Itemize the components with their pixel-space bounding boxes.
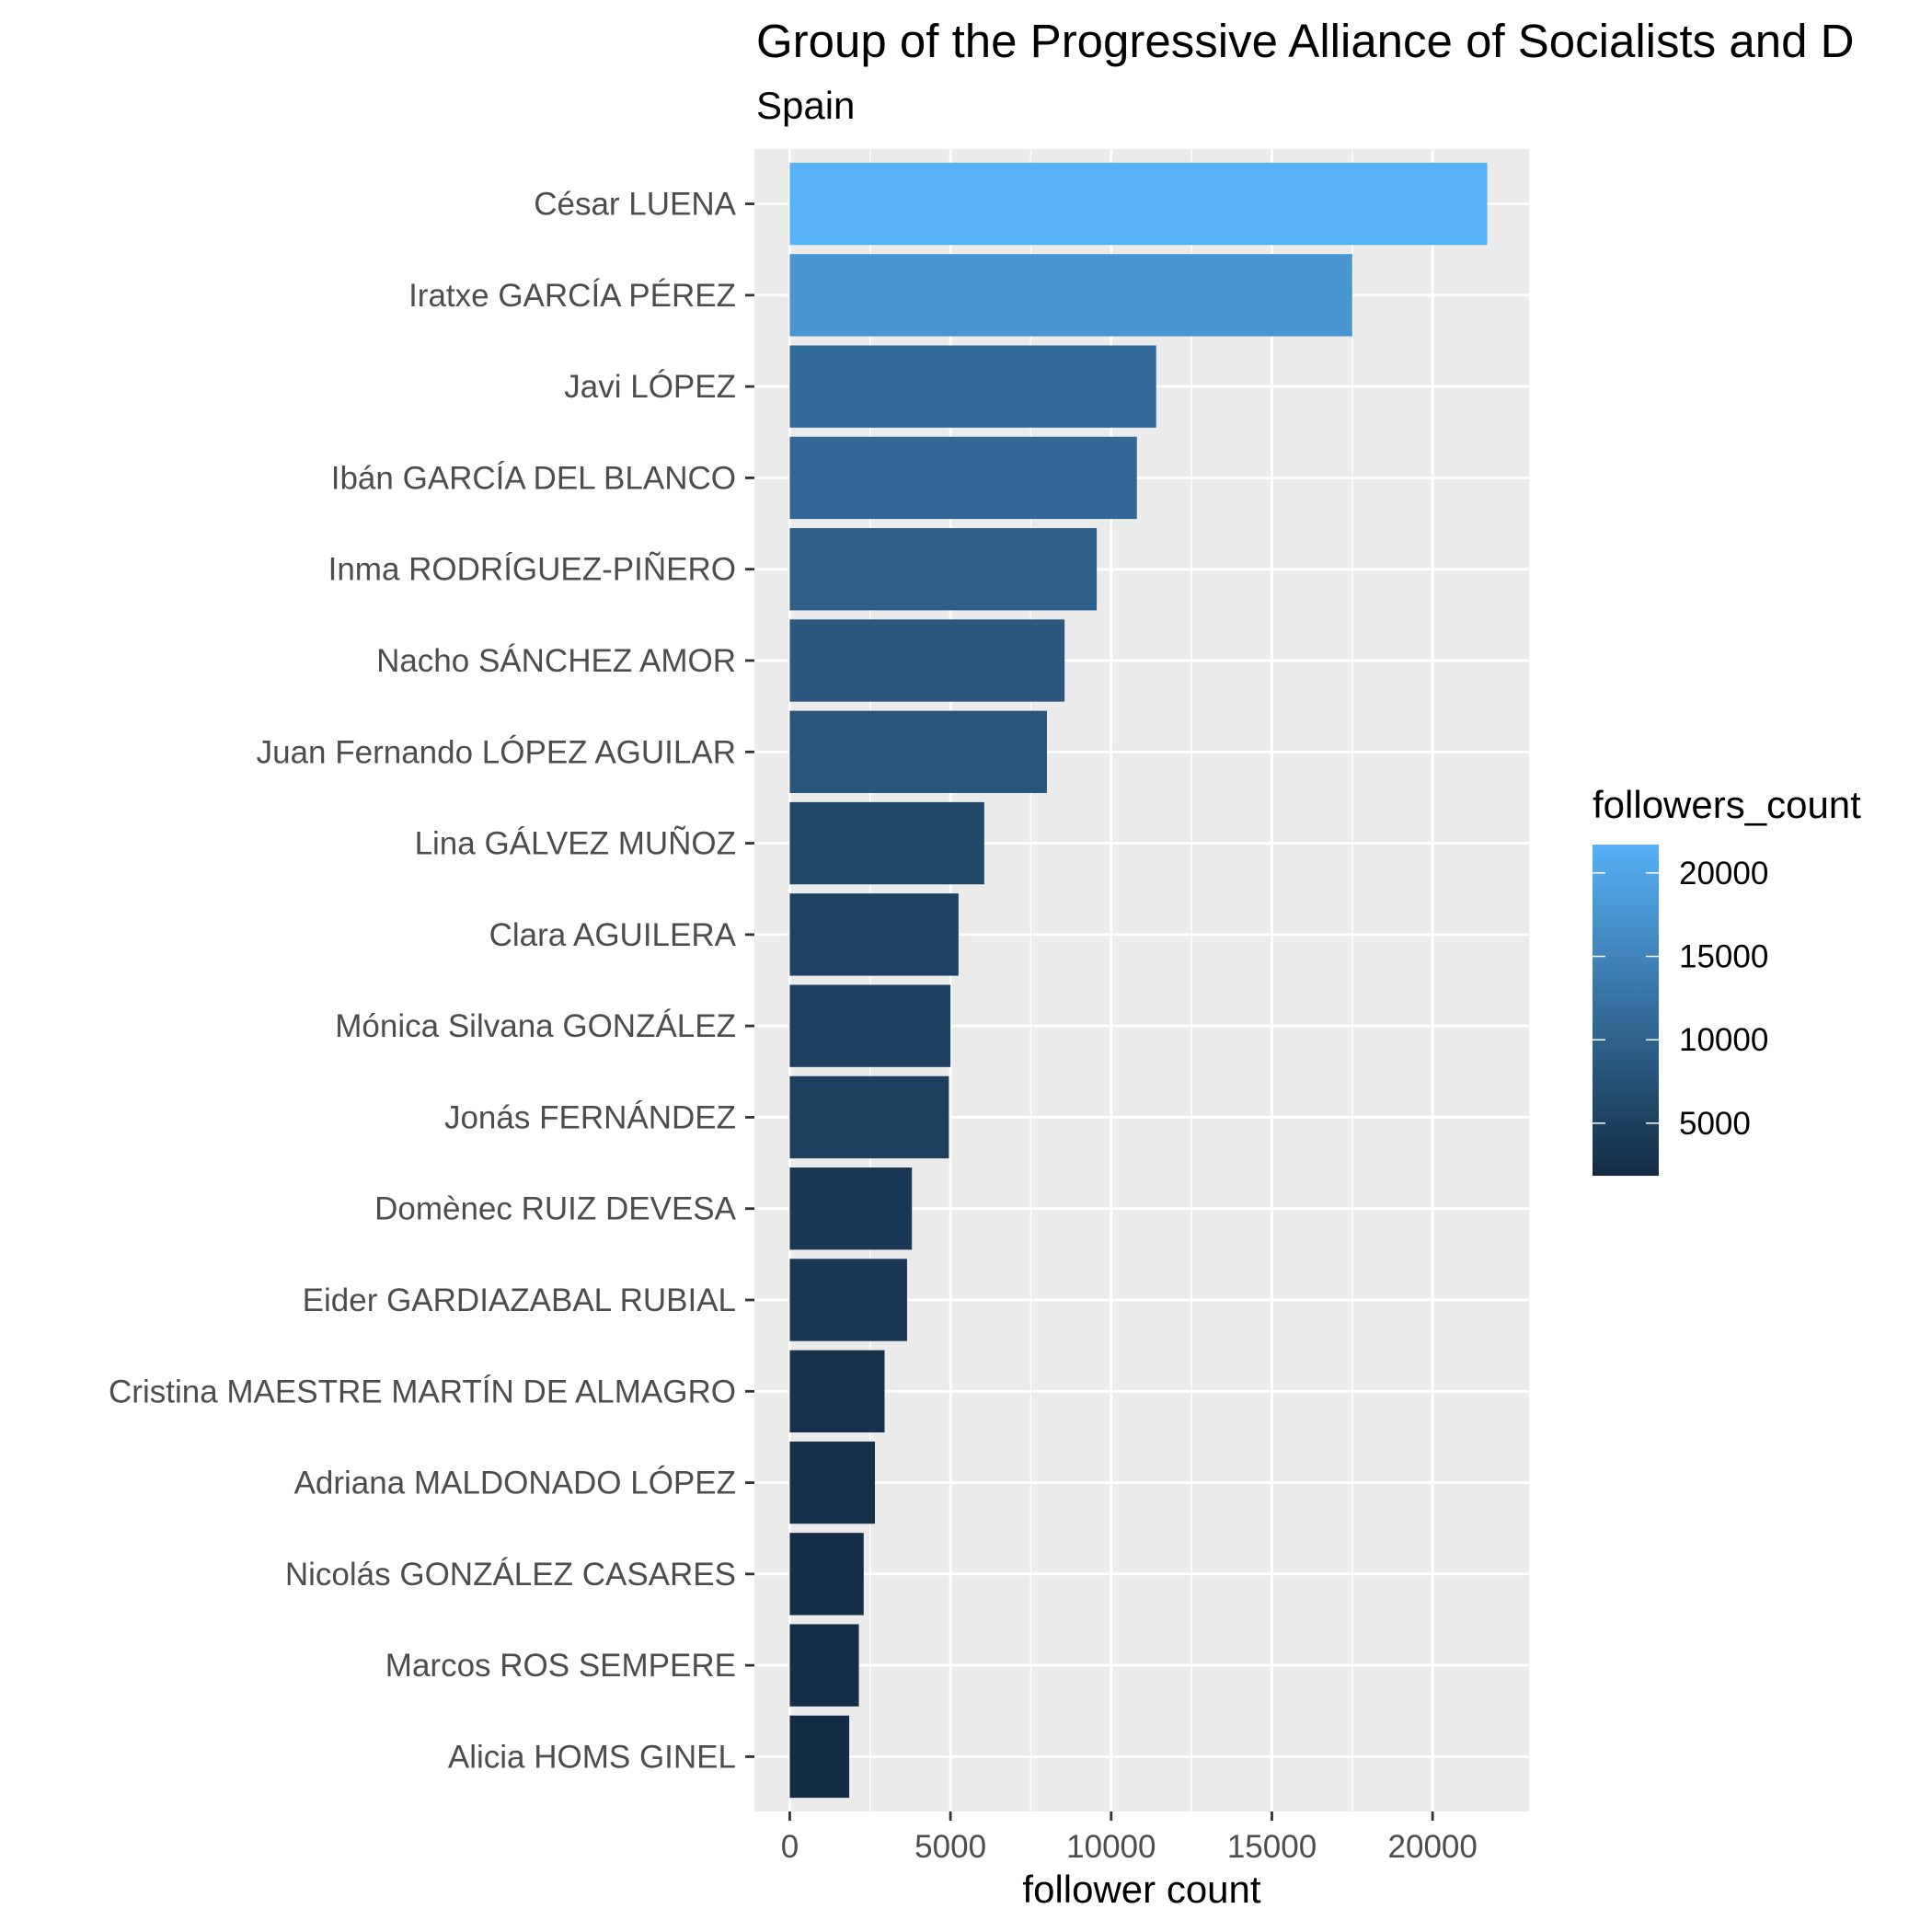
- y-tick-label: Inma RODRÍGUEZ-PIÑERO: [328, 552, 736, 588]
- bar: [789, 1350, 885, 1432]
- bar: [789, 345, 1156, 428]
- bar: [789, 1075, 949, 1159]
- y-tick-label: Nicolás GONZÁLEZ CASARES: [285, 1557, 736, 1593]
- legend-tick-label: 20000: [1679, 856, 1768, 891]
- bar: [789, 1533, 864, 1616]
- bar: [789, 619, 1065, 702]
- y-tick-label: Cristina MAESTRE MARTÍN DE ALMAGRO: [109, 1374, 736, 1409]
- legend-tick-label: 15000: [1679, 939, 1768, 975]
- y-tick-label: Lina GÁLVEZ MUÑOZ: [415, 826, 736, 862]
- x-tick-label: 0: [781, 1829, 799, 1865]
- legend-ticks: 5000 10000 15000 20000: [1593, 856, 1768, 1142]
- bars: [789, 162, 1488, 1799]
- y-tick-label: Adriana MALDONADO LÓPEZ: [294, 1466, 736, 1501]
- y-tick-label: Domènec RUIZ DEVESA: [374, 1191, 737, 1227]
- x-tick-label: 15000: [1227, 1829, 1317, 1865]
- y-tick-label: Jonás FERNÁNDEZ: [444, 1099, 736, 1135]
- bar: [789, 984, 951, 1067]
- chart-title: Group of the Progressive Alliance of Soc…: [756, 15, 1854, 67]
- y-tick-label: Ibán GARCÍA DEL BLANCO: [331, 460, 736, 496]
- x-tick-label: 10000: [1066, 1829, 1156, 1865]
- chart-subtitle: Spain: [756, 84, 855, 127]
- legend-title: followers_count: [1593, 783, 1861, 826]
- x-axis-title: follower count: [1022, 1868, 1260, 1911]
- legend-tick-label: 10000: [1679, 1022, 1768, 1058]
- y-tick-label: Juan Fernando LÓPEZ AGUILAR: [257, 734, 736, 770]
- legend-tick-label: 5000: [1679, 1106, 1751, 1142]
- y-tick-label: Eider GARDIAZABAL RUBIAL: [303, 1282, 736, 1318]
- y-tick-label: Mónica Silvana GONZÁLEZ: [335, 1008, 736, 1044]
- bar: [789, 528, 1098, 611]
- y-axis: César LUENA Iratxe GARCÍA PÉREZ Javi LÓPEZ…: [109, 187, 754, 1775]
- y-tick-label: Iratxe GARCÍA PÉREZ: [408, 278, 736, 314]
- bar: [789, 436, 1137, 520]
- bar: [789, 1715, 850, 1799]
- bar: [789, 254, 1352, 337]
- y-tick-label: Nacho SÁNCHEZ AMOR: [376, 643, 736, 679]
- y-tick-label: Alicia HOMS GINEL: [448, 1739, 736, 1775]
- bar: [789, 893, 959, 976]
- x-axis: 0 5000 10000 15000 20000: [781, 1811, 1478, 1865]
- y-tick-label: César LUENA: [534, 187, 736, 223]
- bar: [789, 710, 1047, 793]
- y-tick-label: Clara AGUILERA: [489, 917, 737, 953]
- y-tick-label: Marcos ROS SEMPERE: [385, 1648, 736, 1684]
- legend: followers_count 5000 10000 15000 20000: [1593, 783, 1861, 1176]
- x-tick-label: 5000: [914, 1829, 986, 1865]
- y-tick-label: Javi LÓPEZ: [564, 369, 736, 405]
- legend-colorbar: [1593, 845, 1659, 1176]
- bar: [789, 1441, 876, 1524]
- bar: [789, 1624, 859, 1707]
- bar: [789, 1167, 913, 1250]
- x-tick-label: 20000: [1388, 1829, 1478, 1865]
- bar: [789, 1259, 907, 1341]
- bar: [789, 801, 984, 885]
- bar: [789, 162, 1488, 246]
